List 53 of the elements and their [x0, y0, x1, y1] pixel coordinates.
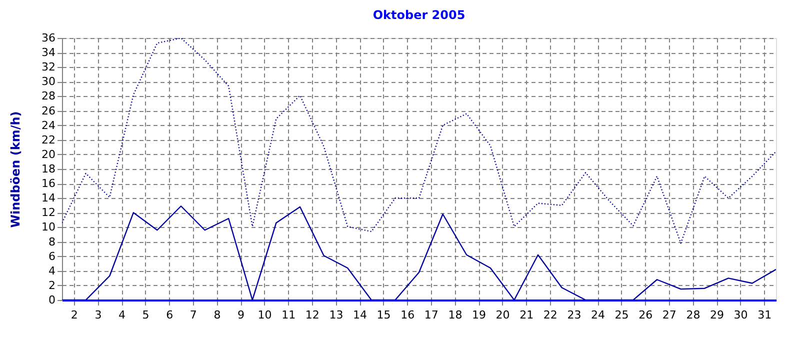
x-tick-label: 26 — [638, 308, 653, 322]
y-tick-label: 34 — [42, 46, 56, 60]
x-tick-label: 30 — [734, 308, 748, 322]
x-tick-label: 31 — [758, 308, 772, 322]
x-tick-label: 27 — [662, 308, 676, 322]
x-tick-label: 6 — [166, 308, 174, 322]
y-tick-label: 6 — [48, 250, 56, 263]
y-tick-label: 2 — [48, 278, 56, 292]
y-tick-label: 26 — [42, 104, 56, 118]
x-tick-label: 9 — [238, 308, 244, 322]
y-tick-label: 8 — [48, 235, 56, 248]
y-tick-label: 12 — [42, 206, 56, 220]
x-tick-label: 8 — [214, 308, 221, 322]
x-tick-label: 11 — [282, 308, 296, 322]
x-tick-label: 15 — [376, 308, 391, 322]
x-tick-label: 10 — [258, 308, 272, 322]
y-tick-label: 36 — [42, 32, 56, 44]
x-tick-label: 21 — [520, 308, 534, 322]
y-tick-label: 22 — [42, 133, 56, 146]
x-tick-label: 5 — [142, 308, 150, 322]
x-tick-label: 24 — [591, 308, 605, 322]
chart-title: Oktober 2005 — [372, 8, 466, 22]
y-tick-label: 18 — [42, 162, 56, 176]
y-tick-label: 4 — [48, 264, 56, 278]
y-tick-label: 0 — [48, 294, 56, 306]
x-tick-label: 20 — [496, 308, 510, 322]
x-tick-label: 25 — [614, 308, 629, 322]
y-tick-label: 32 — [42, 60, 56, 74]
line-series — [62, 206, 776, 300]
y-tick-label: 24 — [42, 118, 56, 132]
x-tick-label: 2 — [70, 308, 78, 322]
x-tick-label: 7 — [190, 308, 197, 322]
y-axis-title: Windböen (km/h) — [8, 111, 22, 228]
x-tick-label: 18 — [448, 308, 462, 322]
x-tick-label: 17 — [424, 308, 438, 322]
x-tick-label: 29 — [710, 308, 724, 322]
y-tick-label: 20 — [42, 148, 56, 161]
y-tick-label: 28 — [42, 90, 56, 103]
x-tick-label: 23 — [567, 308, 582, 322]
x-tick-label: 22 — [543, 308, 558, 322]
line-series — [62, 38, 776, 244]
x-tick-label: 12 — [305, 308, 320, 322]
y-tick-label: 30 — [42, 75, 56, 88]
x-tick-label: 14 — [353, 308, 367, 322]
y-tick-label: 10 — [42, 220, 56, 234]
x-tick-label: 16 — [400, 308, 415, 322]
x-tick-label: 3 — [94, 308, 102, 322]
x-tick-label: 28 — [686, 308, 700, 322]
y-tick-label: 16 — [42, 177, 56, 190]
x-tick-label: 4 — [118, 308, 126, 322]
x-tick-label: 13 — [329, 308, 344, 322]
y-tick-label: 14 — [42, 192, 56, 205]
x-tick-label: 19 — [472, 308, 486, 322]
